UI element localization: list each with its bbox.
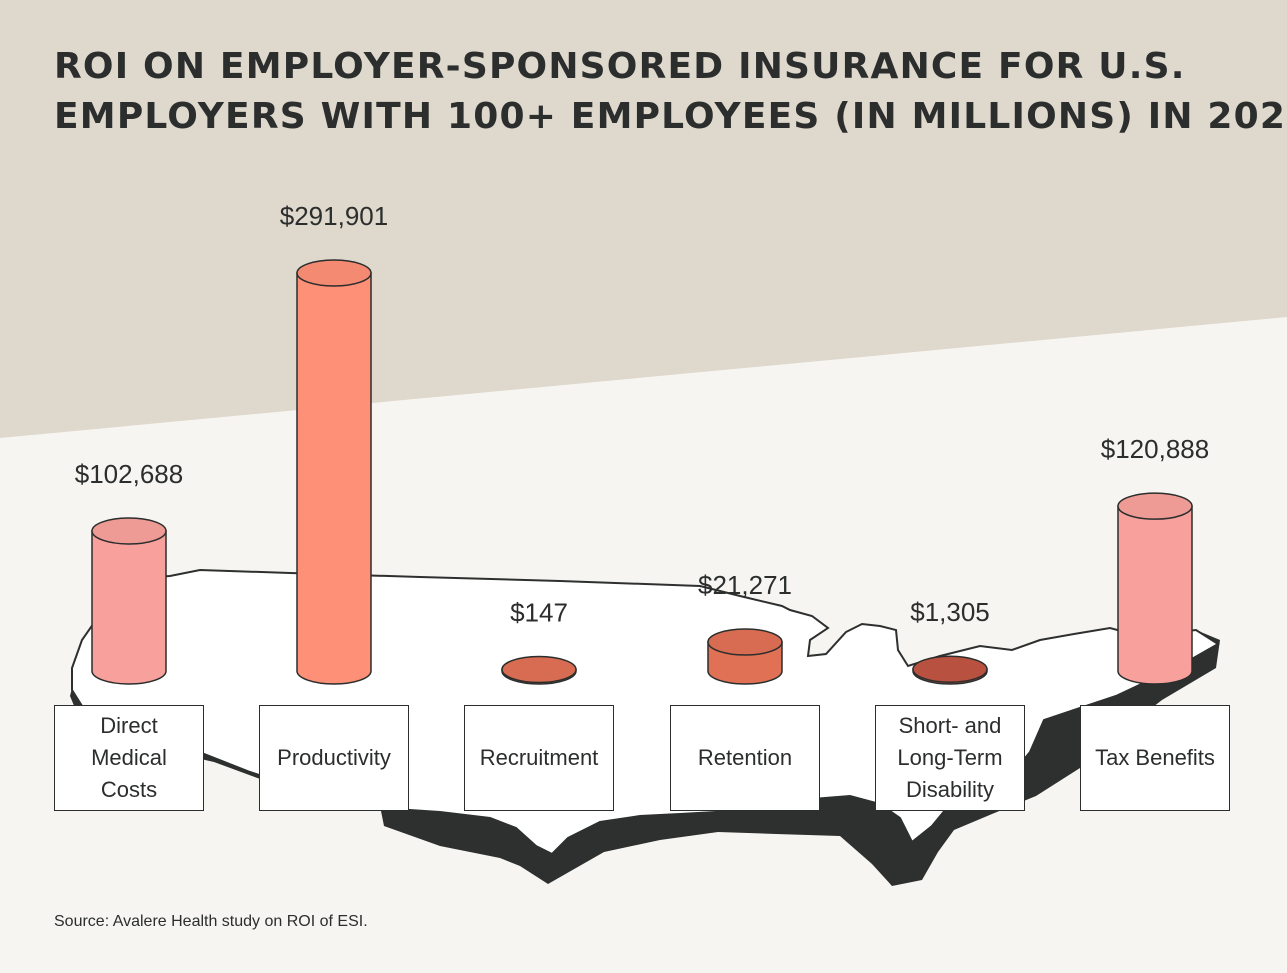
category-label-line: Productivity [277, 745, 391, 770]
bar [912, 655, 988, 685]
bar-cylinder-body [1117, 505, 1193, 685]
category-label-line: Tax Benefits [1095, 745, 1215, 770]
category-label-text: Recruitment [480, 742, 599, 774]
category-label-text: Short- and Long-Term Disability [897, 710, 1002, 806]
category-label-text: Tax Benefits [1095, 742, 1215, 774]
category-label: Retention [670, 705, 820, 811]
chart-title: ROI ON EMPLOYER-SPONSORED INSURANCE FOR … [54, 42, 1287, 142]
bar-cylinder-body [91, 530, 167, 685]
category-label: Short- and Long-Term Disability [875, 705, 1025, 811]
category-label: Recruitment [464, 705, 614, 811]
category-label-line: Direct [100, 713, 158, 738]
category-label-line: Medical [91, 745, 167, 770]
category-label-line: Recruitment [479, 745, 599, 770]
bar-cylinder-top [501, 655, 577, 684]
bar-cylinder-top [912, 655, 988, 683]
data-label: $120,888 [1101, 434, 1209, 464]
category-label: Productivity [259, 705, 409, 811]
bar [91, 517, 167, 685]
category-label-line: Disability [905, 777, 995, 802]
category-label: Direct Medical Costs [54, 705, 204, 811]
chart-title-line-1: ROI ON EMPLOYER-SPONSORED INSURANCE FOR … [54, 46, 1186, 87]
category-label: Tax Benefits [1080, 705, 1230, 811]
bar-cylinder-top [707, 628, 783, 656]
data-label: $102,688 [75, 459, 183, 489]
bar-cylinder-top [1117, 492, 1193, 520]
bar-cylinder-body [296, 272, 372, 685]
category-label-text: Direct Medical Costs [91, 710, 167, 806]
bar-cylinder-top [296, 259, 372, 287]
data-label: $21,271 [698, 570, 792, 600]
chart-title-line-2: EMPLOYERS WITH 100+ EMPLOYEES (IN MILLIO… [54, 96, 1287, 137]
bar [296, 259, 372, 685]
bar [501, 655, 577, 685]
bar [1117, 492, 1193, 685]
category-label-line: Short- and [898, 713, 1002, 738]
data-label: $1,305 [910, 597, 990, 627]
category-label-text: Productivity [277, 742, 391, 774]
source-note: Source: Avalere Health study on ROI of E… [54, 913, 368, 930]
data-label: $147 [510, 598, 568, 628]
bar [707, 628, 783, 685]
bar-cylinder-top [91, 517, 167, 545]
category-label-line: Retention [697, 745, 793, 770]
category-label-line: Costs [100, 777, 158, 802]
data-label: $291,901 [280, 201, 388, 231]
category-label-text: Retention [698, 742, 792, 774]
category-label-line: Long-Term [897, 745, 1003, 770]
